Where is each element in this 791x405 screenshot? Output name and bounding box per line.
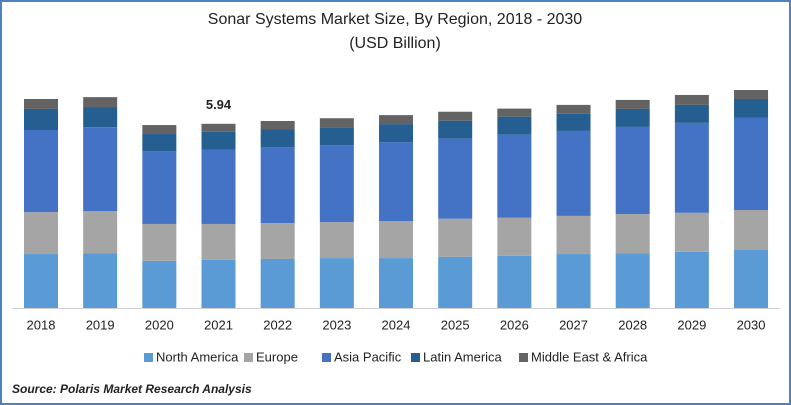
bar-segment: [24, 212, 58, 255]
bar-segment: [201, 131, 236, 150]
x-tick-label: 2026: [500, 317, 529, 332]
bar-segment: [379, 124, 414, 143]
bar-segment: [674, 251, 709, 308]
legend-swatch: [519, 353, 528, 362]
bar-segment: [734, 90, 769, 99]
bar-segment: [734, 210, 769, 251]
legend-label: Asia Pacific: [334, 349, 402, 364]
bar-segment: [438, 120, 473, 139]
bar-segment: [142, 134, 177, 152]
bar-segment: [674, 122, 709, 213]
bar-segment: [319, 222, 354, 259]
bar-segment: [260, 223, 295, 260]
bar-segment: [615, 253, 650, 308]
chart-title: Sonar Systems Market Size, By Region, 20…: [208, 11, 583, 28]
bar-segment: [379, 142, 414, 222]
bar-segment: [438, 138, 473, 219]
bar-segment: [615, 99, 650, 109]
bar-segment: [24, 254, 58, 308]
bar-segment: [201, 259, 236, 308]
legend-label: Latin America: [423, 349, 503, 364]
bar-segment: [497, 217, 532, 256]
bar-segment: [319, 127, 354, 146]
bar-segment: [497, 116, 532, 135]
bar-segment: [83, 127, 118, 212]
bar-segment: [142, 223, 177, 261]
bar-segment: [497, 108, 532, 117]
bar-segment: [379, 221, 414, 259]
bar-segment: [260, 121, 295, 130]
x-tick-label: 2020: [145, 317, 174, 332]
bar-segment: [142, 125, 177, 135]
x-tick-label: 2018: [27, 317, 56, 332]
bar-segment: [438, 218, 473, 257]
bar-segment: [556, 130, 591, 216]
bar-segment: [24, 108, 58, 131]
bar-segment: [83, 253, 118, 308]
bar-segment: [379, 258, 414, 308]
bar-segment: [615, 126, 650, 215]
chart-subtitle: (USD Billion): [349, 35, 441, 52]
x-tick-label: 2023: [322, 317, 351, 332]
bar-segment: [83, 97, 118, 108]
x-tick-label: 2028: [618, 317, 647, 332]
x-tick-label: 2019: [86, 317, 115, 332]
bar-segment: [674, 94, 709, 105]
bar-segment: [438, 111, 473, 121]
legend-label: Europe: [256, 349, 298, 364]
x-tick-label: 2022: [263, 317, 292, 332]
legend-swatch: [322, 353, 331, 362]
legend-label: North America: [156, 349, 239, 364]
bar-segment: [83, 211, 118, 254]
annotation: 5.94: [206, 97, 232, 112]
bar-segment: [734, 117, 769, 211]
legend-swatch: [411, 353, 420, 362]
bar-segment: [674, 104, 709, 123]
bar-segment: [260, 259, 295, 308]
bar-segment: [674, 212, 709, 252]
bar-segment: [497, 134, 532, 218]
bar-segment: [83, 107, 118, 128]
bar-segment: [734, 98, 769, 118]
bar-segment: [201, 149, 236, 224]
legend-label: Middle East & Africa: [531, 349, 648, 364]
bar-segment: [142, 260, 177, 308]
x-tick-label: 2025: [441, 317, 470, 332]
bar-segment: [260, 129, 295, 148]
bar-segment: [260, 147, 295, 224]
bar-segment: [24, 130, 58, 213]
bar-segment: [319, 145, 354, 223]
bar-segment: [24, 98, 58, 109]
bar-segment: [319, 118, 354, 128]
x-tick-label: 2030: [737, 317, 766, 332]
bar-segment: [615, 214, 650, 254]
bar-segment: [615, 108, 650, 127]
bar-segment: [201, 223, 236, 260]
x-tick-label: 2024: [382, 317, 411, 332]
legend-swatch: [144, 353, 153, 362]
bar-segment: [201, 123, 236, 132]
x-tick-label: 2021: [204, 317, 233, 332]
x-tick-label: 2029: [677, 317, 706, 332]
bar-segment: [497, 255, 532, 308]
bar-segment: [556, 215, 591, 255]
legend-swatch: [244, 353, 253, 362]
bar-segment: [556, 113, 591, 131]
bar-segment: [556, 104, 591, 114]
source: Source: Polaris Market Research Analysis: [12, 382, 252, 396]
bar-segment: [142, 151, 177, 224]
bar-segment: [319, 258, 354, 308]
bar-segment: [734, 250, 769, 308]
bar-segment: [556, 254, 591, 308]
bar-segment: [379, 115, 414, 125]
bar-segment: [438, 256, 473, 308]
x-tick-label: 2027: [559, 317, 588, 332]
